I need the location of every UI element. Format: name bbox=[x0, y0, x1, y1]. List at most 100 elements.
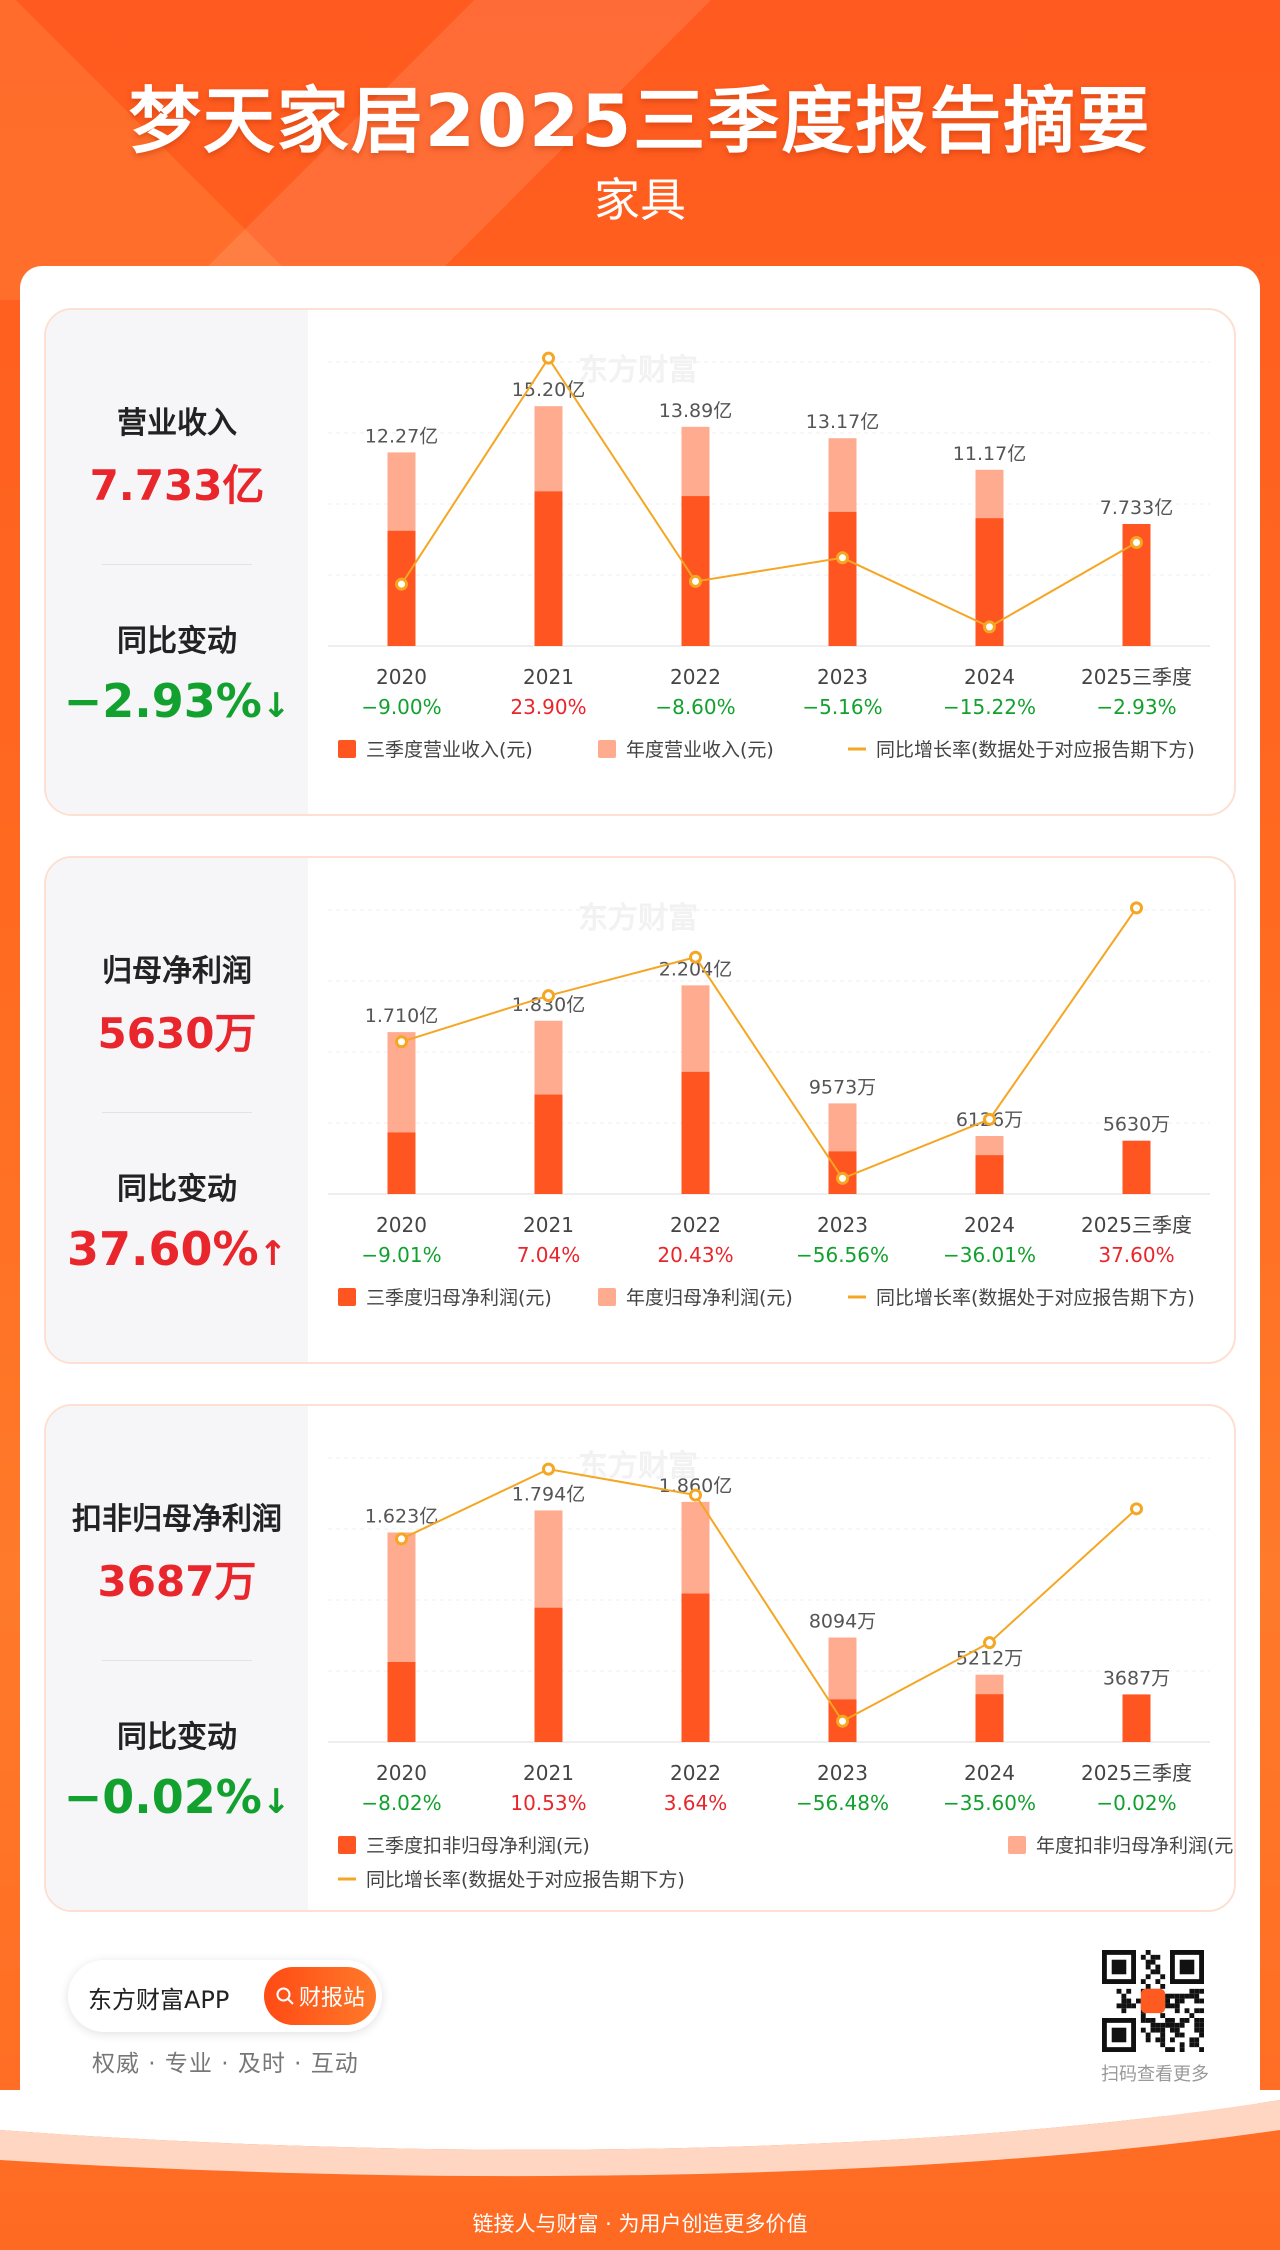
net-profit-panel: 归母净利润 5630万 同比变动 37.60%↑ 东方财富 1.710亿 2020−… bbox=[44, 856, 1236, 1364]
qr-module bbox=[1199, 2028, 1204, 2033]
qr-module bbox=[1141, 1955, 1146, 1960]
qr-module bbox=[1117, 2003, 1122, 2008]
growth-point bbox=[544, 1464, 554, 1474]
q3-bar bbox=[682, 1594, 710, 1742]
metric-value: 7.733亿 bbox=[46, 452, 308, 513]
change-label: 同比变动 bbox=[46, 1712, 308, 1756]
change-percent: 37.60% bbox=[67, 1222, 259, 1276]
qr-module bbox=[1155, 1969, 1160, 1974]
qr-module bbox=[1199, 2008, 1204, 2013]
growth-point bbox=[397, 579, 407, 589]
revenue-chart: 东方财富12.27亿2020−9.00%15.20亿202123.90%13.8… bbox=[308, 310, 1234, 816]
qr-module bbox=[1180, 2033, 1185, 2038]
app-pill[interactable]: 东方财富APP 财报站 bbox=[68, 1960, 382, 2032]
value-label: 5630万 bbox=[1103, 1114, 1170, 1136]
legend-label: 年度营业收入(元) bbox=[626, 739, 774, 761]
category-label: 2021 bbox=[523, 1761, 574, 1785]
qr-finder-core bbox=[1112, 2028, 1127, 2043]
category-label: 2023 bbox=[817, 1213, 868, 1237]
category-label: 2022 bbox=[670, 1213, 721, 1237]
qr-finder-core bbox=[1180, 1960, 1195, 1975]
value-label: 5212万 bbox=[956, 1648, 1023, 1670]
qr-module bbox=[1121, 1999, 1126, 2004]
category-label: 2024 bbox=[964, 1213, 1015, 1237]
qr-module bbox=[1126, 1999, 1131, 2004]
value-label: 8094万 bbox=[809, 1611, 876, 1633]
growth-point bbox=[691, 952, 701, 962]
growth-label: −2.93% bbox=[1096, 695, 1176, 719]
qr-module bbox=[1165, 1999, 1170, 2004]
category-label: 2023 bbox=[817, 1761, 868, 1785]
growth-point bbox=[397, 1534, 407, 1544]
growth-point bbox=[1132, 537, 1142, 547]
qr-module bbox=[1146, 1965, 1151, 1970]
report-station-button[interactable]: 财报站 bbox=[264, 1967, 376, 2025]
qr-module bbox=[1160, 2023, 1165, 2028]
arrow-down-icon: ↓ bbox=[262, 686, 291, 726]
change-label: 同比变动 bbox=[46, 616, 308, 660]
category-label: 2021 bbox=[523, 1213, 574, 1237]
qr-module bbox=[1189, 1989, 1194, 1994]
qr-module bbox=[1175, 2033, 1180, 2038]
metric-sidebar: 扣非归母净利润 3687万 同比变动 −0.02%↓ bbox=[46, 1406, 308, 1910]
qr-module bbox=[1189, 2037, 1194, 2042]
qr-module bbox=[1165, 2047, 1170, 2052]
qr-module bbox=[1175, 1999, 1180, 2004]
growth-point bbox=[838, 553, 848, 563]
qr-module bbox=[1121, 1994, 1126, 1999]
qr-module bbox=[1146, 2033, 1151, 2038]
value-label: 12.27亿 bbox=[365, 425, 438, 447]
qr-module bbox=[1165, 2023, 1170, 2028]
qr-module bbox=[1146, 1984, 1151, 1989]
growth-label: −8.60% bbox=[655, 695, 735, 719]
q3-bar bbox=[976, 1694, 1004, 1742]
qr-module bbox=[1189, 2042, 1194, 2047]
legend-swatch bbox=[338, 740, 356, 758]
qr-code-icon[interactable] bbox=[1102, 1950, 1204, 2052]
qr-module bbox=[1160, 1984, 1165, 1989]
q3-bar bbox=[682, 1072, 710, 1194]
qr-module bbox=[1194, 2008, 1199, 2013]
growth-label: 20.43% bbox=[657, 1243, 733, 1267]
divider bbox=[102, 1660, 252, 1661]
qr-module bbox=[1141, 1979, 1146, 1984]
qr-module bbox=[1151, 2018, 1156, 2023]
qr-module bbox=[1170, 2028, 1175, 2033]
page-subtitle: 家具 bbox=[0, 164, 1280, 230]
qr-module bbox=[1155, 2037, 1160, 2042]
qr-module bbox=[1146, 1950, 1151, 1955]
qr-module bbox=[1146, 1960, 1151, 1965]
qr-module bbox=[1165, 1994, 1170, 1999]
qr-module bbox=[1160, 2033, 1165, 2038]
legend-swatch bbox=[338, 1836, 356, 1854]
qr-module bbox=[1194, 1999, 1199, 2004]
divider bbox=[102, 564, 252, 565]
growth-point bbox=[985, 1638, 995, 1648]
qr-module bbox=[1155, 1955, 1160, 1960]
qr-module bbox=[1136, 1999, 1141, 2004]
change-percent: −0.02% bbox=[64, 1770, 262, 1824]
value-label: 1.794亿 bbox=[512, 1483, 585, 1505]
growth-label: −8.02% bbox=[361, 1791, 441, 1815]
legend-label: 同比增长率(数据处于对应报告期下方) bbox=[876, 1287, 1195, 1309]
qr-logo bbox=[1141, 1989, 1165, 2013]
qr-module bbox=[1160, 2028, 1165, 2033]
qr-module bbox=[1160, 2013, 1165, 2018]
qr-module bbox=[1185, 2008, 1190, 2013]
metric-value: 5630万 bbox=[46, 1000, 308, 1061]
qr-module bbox=[1199, 2018, 1204, 2023]
category-label: 2024 bbox=[964, 665, 1015, 689]
category-label: 2025三季度 bbox=[1081, 1761, 1192, 1785]
qr-module bbox=[1155, 2023, 1160, 2028]
value-label: 1.710亿 bbox=[365, 1005, 438, 1027]
growth-label: 37.60% bbox=[1098, 1243, 1174, 1267]
change-value: −0.02%↓ bbox=[46, 1770, 308, 1824]
qr-module bbox=[1194, 1989, 1199, 1994]
qr-module bbox=[1146, 2037, 1151, 2042]
growth-point bbox=[1132, 903, 1142, 913]
category-label: 2022 bbox=[670, 1761, 721, 1785]
change-value: 37.60%↑ bbox=[46, 1222, 308, 1276]
qr-module bbox=[1117, 1989, 1122, 1994]
qr-module bbox=[1180, 2018, 1185, 2023]
qr-module bbox=[1180, 2023, 1185, 2028]
